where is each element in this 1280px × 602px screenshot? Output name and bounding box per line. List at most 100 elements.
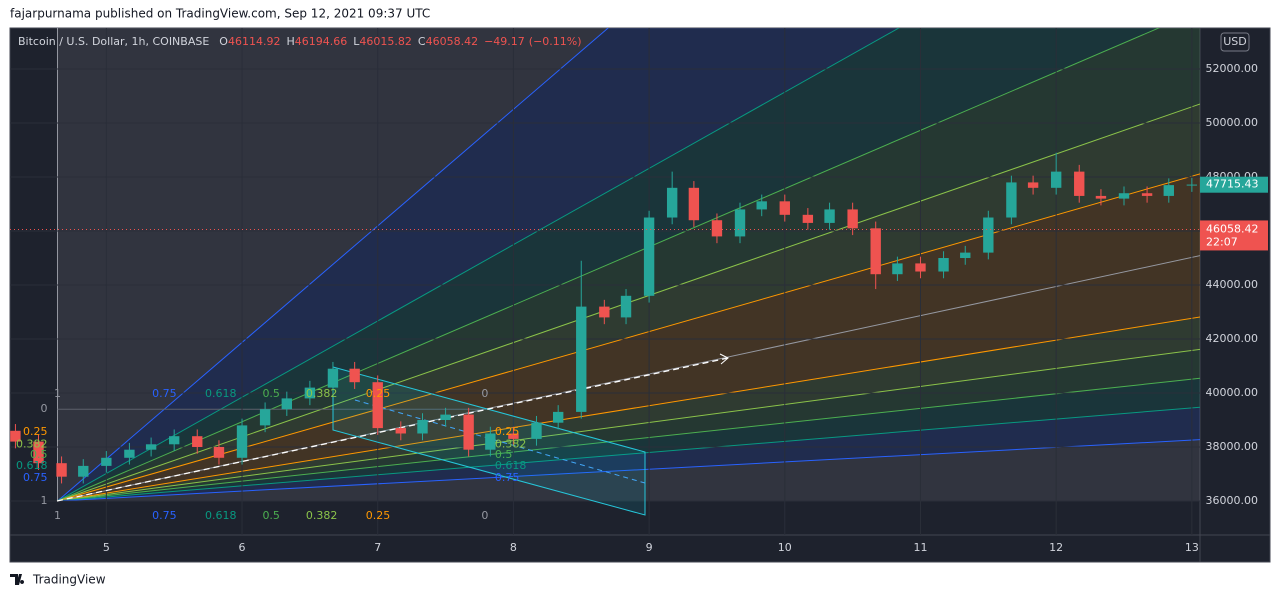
ohlc-value: 46058.42	[426, 35, 479, 48]
candle-body	[236, 425, 248, 458]
x-tick-label: 9	[646, 541, 653, 554]
trend-arrow	[56, 357, 729, 502]
x-tick-label: 6	[239, 541, 246, 554]
candle-body	[372, 382, 383, 429]
candle-body	[1074, 171, 1085, 196]
candle-body	[711, 220, 723, 237]
fib-label-channel: 0.25	[495, 425, 520, 438]
currency: USD	[1223, 35, 1247, 48]
change-percent: (−0.11%)	[529, 35, 582, 48]
y-tick-label: 40000.00	[1206, 386, 1259, 399]
fib-label-bottom: 0.5	[262, 509, 280, 522]
fib-label-bottom: 0	[481, 509, 488, 522]
candle-body	[1006, 182, 1017, 218]
candle-body	[1186, 184, 1198, 186]
symbol: Bitcoin / U.S. Dollar, 1h, COINBASE	[18, 35, 209, 48]
y-tick-label: 44000.00	[1206, 278, 1259, 291]
candles	[10, 152, 1200, 484]
candle-body	[417, 419, 428, 434]
change: −49.17	[484, 35, 525, 48]
candle-body	[395, 428, 406, 434]
candle-body	[915, 263, 926, 272]
fib-label-channel: 0.618	[495, 459, 527, 472]
candle-body	[960, 252, 971, 259]
labels: 36000.00 38000.00 40000.00 42000.00 44000.00…	[16, 35, 1268, 554]
candle-body	[734, 209, 746, 237]
candle-body	[643, 217, 655, 296]
fib-label-left: 0.75	[23, 471, 48, 484]
fib-label-bottom: 0.25	[366, 509, 391, 522]
x-tick-label: 7	[374, 541, 381, 554]
candle-body	[620, 295, 632, 318]
ohlc-value: 46194.66	[295, 35, 348, 48]
y-tick-label: 52000.00	[1206, 62, 1259, 75]
candle-body	[1141, 193, 1153, 196]
x-tick-label: 8	[510, 541, 517, 554]
fib-label-bottom: 1	[54, 509, 61, 522]
candle-body	[463, 414, 474, 450]
y-tick-label: 50000.00	[1206, 116, 1259, 129]
fib-label-top: 0	[481, 387, 488, 400]
x-tick-label: 11	[913, 541, 927, 554]
candle-body	[259, 409, 271, 426]
candle-body	[56, 463, 67, 477]
candle-body	[779, 201, 790, 215]
fib-label-left: 0	[40, 402, 47, 415]
ohlc-key: H	[286, 35, 294, 48]
y-tick-label: 36000.00	[1206, 494, 1259, 507]
x-tick-label: 10	[778, 541, 792, 554]
fib-label-left: 0.5	[30, 448, 48, 461]
last-price: 47715.43	[1206, 178, 1259, 191]
candle-body	[1118, 193, 1130, 199]
candle-body	[1095, 195, 1107, 199]
candle-body	[552, 411, 564, 423]
candle-body	[485, 433, 496, 450]
candle-body	[892, 263, 903, 275]
logo-mark	[10, 574, 25, 585]
fan-line	[57, 28, 900, 502]
ohlc-key: C	[418, 35, 426, 48]
footer-logo: TradingView	[10, 573, 106, 587]
currency-box[interactable]	[1220, 32, 1250, 52]
candle-body	[1027, 182, 1039, 188]
fib-label-left: 0.382	[16, 437, 48, 450]
candle-body	[756, 201, 767, 210]
fib-label-channel: 0.5	[495, 448, 513, 461]
x-tick-label: 5	[103, 541, 110, 554]
fib-label-top: 0.25	[366, 387, 391, 400]
candle-body	[192, 436, 203, 447]
ohlc-key: L	[353, 35, 360, 48]
fan-band	[57, 28, 1200, 501]
candle-body	[847, 209, 858, 229]
current-price: 46058.42	[1206, 222, 1259, 235]
ohlc-legend: Bitcoin / U.S. Dollar, 1h, COINBASE O4611…	[18, 35, 582, 48]
candle-body	[1163, 185, 1174, 196]
fib-label-left: 0.618	[16, 459, 48, 472]
candle-body	[440, 414, 451, 420]
candle-body	[688, 187, 700, 221]
fib-label-top: 1	[54, 387, 61, 400]
candle-body	[824, 209, 835, 223]
candle-body	[1050, 171, 1062, 188]
candle-body	[870, 228, 881, 275]
chart-panel	[9, 27, 1271, 563]
candle-body	[10, 430, 21, 442]
candle-body	[938, 258, 949, 272]
candle-body	[101, 457, 112, 466]
fib-label-channel: 0.75	[495, 471, 520, 484]
candle-body	[145, 444, 157, 450]
candle-body	[576, 306, 587, 412]
candle-body	[304, 387, 316, 399]
arrow-head	[719, 353, 729, 365]
last-price-tag	[1200, 176, 1268, 193]
fib-label-left: 0.25	[23, 425, 48, 438]
footer-brand: TradingView	[32, 573, 106, 587]
publisher-header: fajarpurnama published on TradingView.co…	[10, 7, 430, 21]
ohlc-value: 46114.92	[228, 35, 281, 48]
fib-label-top: 0.75	[152, 387, 177, 400]
countdown: 22:07	[1206, 235, 1238, 248]
fan-line	[57, 28, 1161, 502]
candle-body	[349, 368, 360, 383]
